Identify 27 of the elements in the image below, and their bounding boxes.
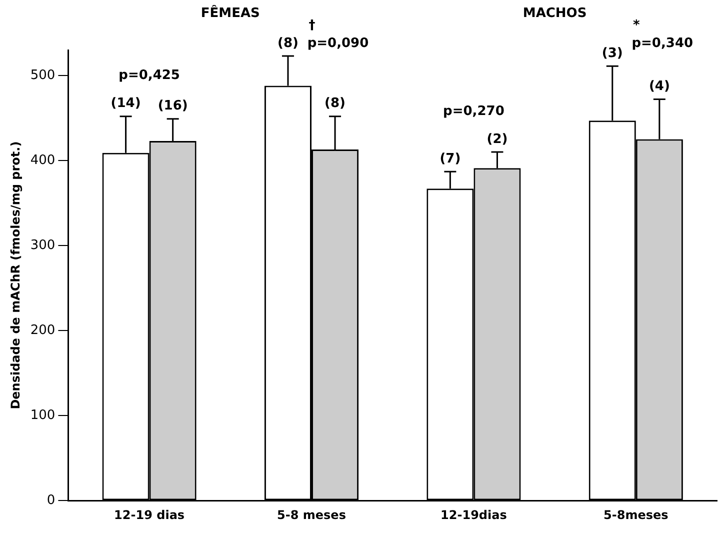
annotation: p=0,340 (632, 36, 694, 51)
x-tick-label: 5-8meses (604, 508, 668, 522)
annotation: p=0,270 (443, 104, 504, 119)
text: FÊMEAS (200, 4, 260, 21)
annotation: (16) (158, 98, 188, 114)
annotation: p=0,425 (118, 68, 180, 84)
y-tick-label: 0 (46, 492, 56, 508)
text: * (632, 18, 640, 33)
annotation: (14) (110, 96, 141, 112)
x-tick-label: 12-19dias (440, 508, 507, 522)
annotation: (8) (324, 96, 346, 112)
annotation: (4) (648, 79, 670, 94)
y-tick-label: 100 (30, 408, 56, 423)
y-tick-label: 300 (30, 238, 56, 253)
y-axis-title: Densidade de mAChR (fmoles/mg prot.) (8, 141, 22, 410)
text: MACHOS (522, 6, 587, 21)
y-tick-label: 500 (30, 68, 56, 83)
text: † (308, 18, 316, 33)
annotation: (2) (486, 132, 508, 147)
annotation: p=0,090 (307, 36, 369, 51)
y-tick-label: 200 (30, 322, 56, 338)
annotation: (7) (440, 151, 461, 166)
annotation: (8) (278, 36, 298, 51)
y-tick-label: 400 (30, 152, 56, 168)
x-tick-label: 12-19 dias (114, 508, 185, 522)
x-tick-label: 5-8 meses (277, 508, 346, 522)
annotation: (3) (602, 46, 623, 62)
